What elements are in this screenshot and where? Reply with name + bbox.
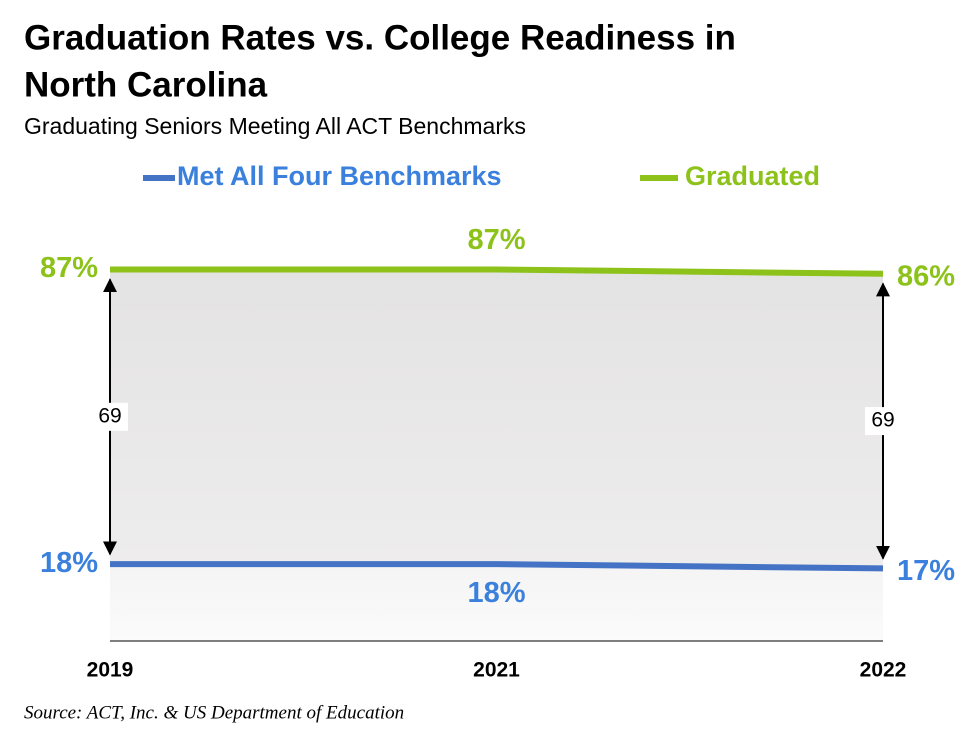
data-label: 17% <box>897 555 955 587</box>
series-line <box>110 561 884 572</box>
chart-subtitle: Graduating Seniors Meeting All ACT Bench… <box>24 113 526 139</box>
x-tick-label: 2022 <box>860 659 907 682</box>
legend-label: Graduated <box>685 161 820 191</box>
difference-label: 69 <box>98 404 121 427</box>
difference-label: 69 <box>871 409 894 432</box>
legend-label: Met All Four Benchmarks <box>177 161 502 191</box>
difference-label-bg <box>865 407 901 436</box>
data-label: 87% <box>40 252 98 284</box>
chart-title: Graduation Rates vs. College Readiness i… <box>24 18 736 57</box>
x-tick-label: 2019 <box>87 659 134 682</box>
data-label: 18% <box>467 577 525 609</box>
source: Source: ACT, Inc. & US Department of Edu… <box>24 702 404 723</box>
chart-title: North Carolina <box>24 65 268 104</box>
x-tick-label: 2021 <box>473 659 520 682</box>
data-label: 86% <box>897 260 955 292</box>
difference-label-bg <box>92 402 128 431</box>
area-gap <box>110 269 883 569</box>
data-label: 87% <box>467 224 525 256</box>
area-below <box>110 564 883 641</box>
series-line <box>110 266 884 277</box>
data-label: 18% <box>40 547 98 579</box>
